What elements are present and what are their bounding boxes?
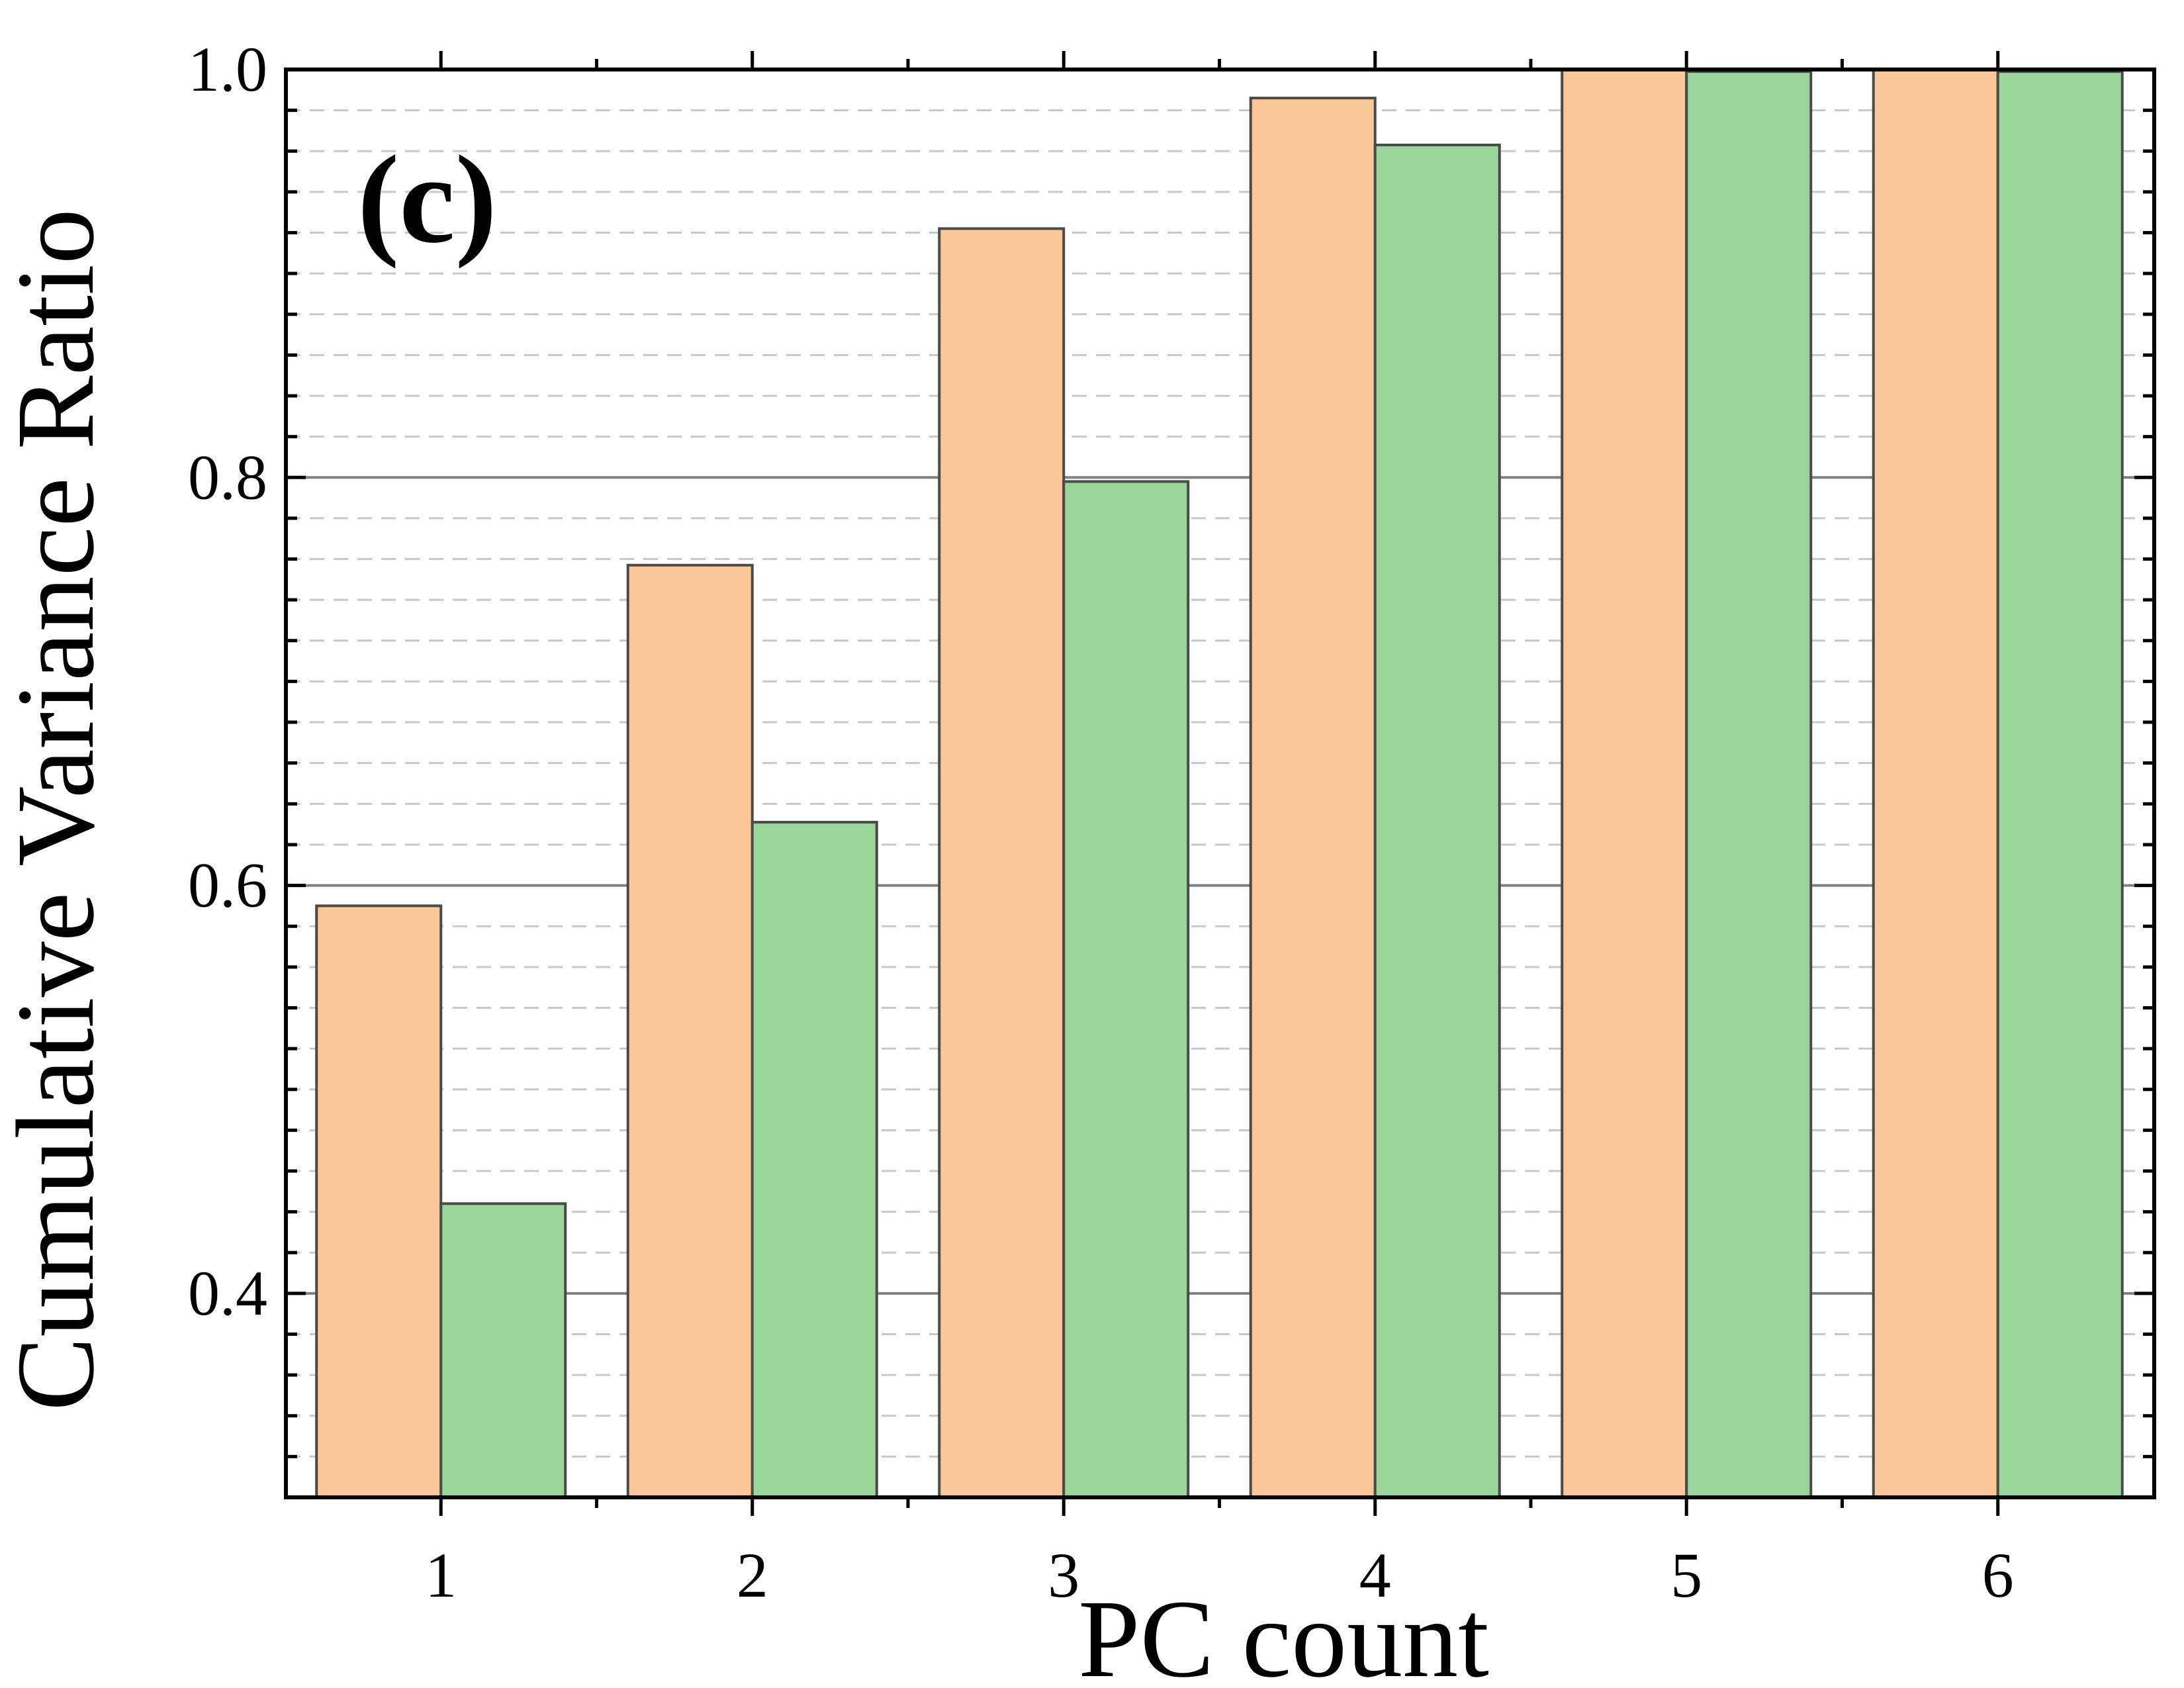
- x-tick-label: 6: [1982, 1540, 2014, 1611]
- bar-series-1-1: [315, 904, 443, 1499]
- y-tick-label: 0.6: [188, 850, 267, 921]
- bar-series-1-4: [1249, 97, 1377, 1499]
- x-tick-label: 5: [1670, 1540, 1702, 1611]
- bar-series-2-6: [1996, 70, 2124, 1499]
- bar-series-1-6: [1872, 68, 1999, 1499]
- x-tick-label: 1: [425, 1540, 457, 1611]
- bar-series-1-5: [1561, 68, 1688, 1499]
- bar-series-1-3: [938, 227, 1066, 1499]
- bar-series-2-5: [1685, 70, 1813, 1499]
- panel-label: (c): [357, 130, 497, 269]
- x-tick-label: 3: [1048, 1540, 1079, 1611]
- bars: [315, 68, 2124, 1499]
- axis-ticks: [286, 51, 2154, 1516]
- bar-series-2-3: [1062, 480, 1190, 1499]
- y-tick-label: 0.8: [188, 442, 267, 512]
- y-tick-label: 1.0: [188, 34, 267, 105]
- y-tick-label: 0.4: [188, 1258, 267, 1329]
- x-tick-label: 2: [737, 1540, 768, 1611]
- bar-series-1-2: [626, 563, 754, 1499]
- bar-series-2-4: [1373, 144, 1501, 1499]
- tick-labels: 0.4 0.6 0.8 1.0 1 2 3 4 5 6: [188, 34, 2014, 1611]
- x-axis-title: PC count: [1078, 1577, 1489, 1688]
- x-tick-label: 4: [1359, 1540, 1391, 1611]
- bar-series-2-1: [439, 1202, 567, 1499]
- y-axis-title: Cumulative Variance Ratio: [0, 209, 117, 1411]
- bar-series-2-2: [751, 821, 878, 1499]
